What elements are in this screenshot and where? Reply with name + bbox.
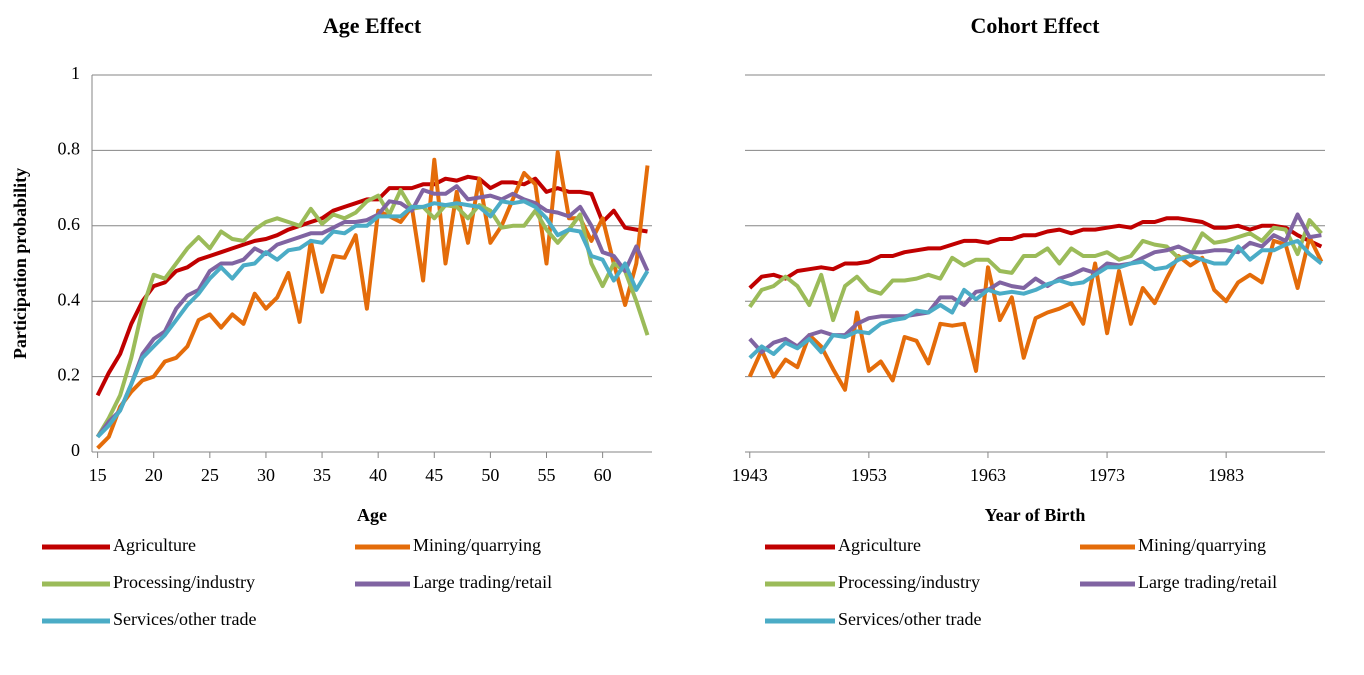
x-tick-label: 60 xyxy=(594,465,612,485)
series-line xyxy=(96,199,650,439)
x-tick-label: 35 xyxy=(313,465,331,485)
y-tick-label: 0 xyxy=(71,440,80,460)
x-tick-label: 1953 xyxy=(851,465,887,485)
legend-label: Mining/quarrying xyxy=(413,535,541,555)
legend-label: Processing/industry xyxy=(838,572,980,592)
x-tick-label: 55 xyxy=(538,465,556,485)
x-tick-label: 40 xyxy=(369,465,387,485)
series-line xyxy=(748,238,1323,360)
x-tick-label: 1973 xyxy=(1089,465,1125,485)
series-line xyxy=(96,150,650,450)
x-tick-label: 1943 xyxy=(732,465,768,485)
legend-label: Mining/quarrying xyxy=(1138,535,1266,555)
series-line xyxy=(95,174,648,397)
x-tick-label: 1983 xyxy=(1208,465,1244,485)
legend-label: Large trading/retail xyxy=(1138,572,1277,592)
legend-label: Processing/industry xyxy=(113,572,255,592)
legend-label: Agriculture xyxy=(113,535,196,555)
legend-label: Services/other trade xyxy=(113,609,256,629)
x-tick-label: 15 xyxy=(89,465,107,485)
chart-title: Cohort Effect xyxy=(971,13,1101,38)
series-line xyxy=(747,235,1324,392)
y-tick-label: 0.6 xyxy=(58,214,81,234)
x-axis-label: Year of Birth xyxy=(985,505,1086,525)
series-line xyxy=(748,218,1323,323)
series-line xyxy=(95,188,650,438)
y-tick-label: 1 xyxy=(71,63,80,83)
y-tick-label: 0.4 xyxy=(58,289,81,309)
legend-label: Services/other trade xyxy=(838,609,981,629)
y-tick-label: 0.8 xyxy=(58,139,81,159)
legend-label: Agriculture xyxy=(838,535,921,555)
legend-label: Large trading/retail xyxy=(413,572,552,592)
x-tick-label: 1963 xyxy=(970,465,1006,485)
y-tick-label: 0.2 xyxy=(58,365,81,385)
x-tick-label: 45 xyxy=(425,465,443,485)
x-axis-label: Age xyxy=(357,505,387,525)
x-tick-label: 25 xyxy=(201,465,219,485)
x-tick-label: 30 xyxy=(257,465,275,485)
y-axis-label: Participation probability xyxy=(10,168,30,359)
x-tick-label: 20 xyxy=(145,465,163,485)
series-line xyxy=(95,184,650,439)
chart-title: Age Effect xyxy=(323,13,422,38)
series-line xyxy=(748,216,1323,290)
x-tick-label: 50 xyxy=(481,465,499,485)
